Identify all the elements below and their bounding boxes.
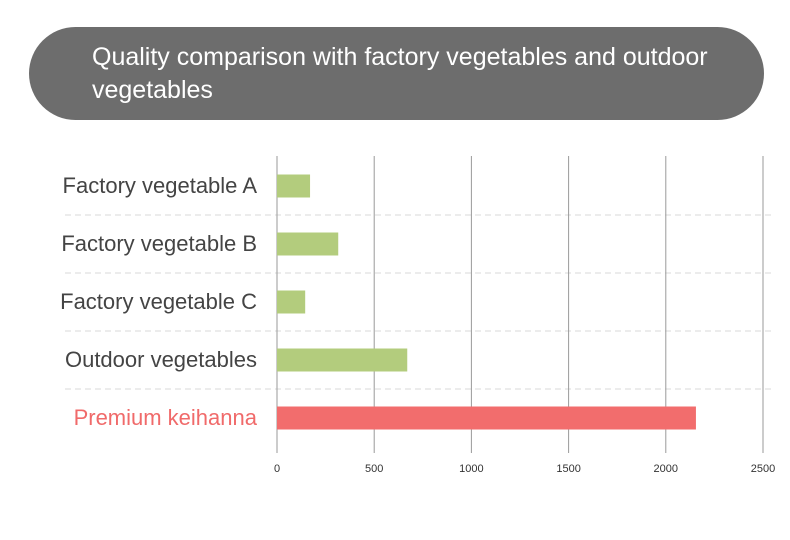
category-label: Outdoor vegetables xyxy=(64,347,257,372)
category-label: Factory vegetable B xyxy=(61,231,257,256)
bar xyxy=(277,348,408,372)
x-tick-label: 2500 xyxy=(751,463,775,475)
chart-title-banner: Quality comparison with factory vegetabl… xyxy=(29,27,764,120)
chart-title: Quality comparison with factory vegetabl… xyxy=(92,43,708,104)
bar xyxy=(277,174,311,198)
x-tick-label: 500 xyxy=(365,463,383,475)
x-tick-label: 0 xyxy=(274,463,280,475)
bar xyxy=(277,290,306,314)
x-tick-label: 1000 xyxy=(459,463,483,475)
category-label: Premium keihanna xyxy=(73,405,257,430)
category-label: Factory vegetable A xyxy=(62,173,257,198)
category-label: Factory vegetable C xyxy=(60,289,257,314)
x-tick-label: 2000 xyxy=(654,463,678,475)
bar xyxy=(277,406,696,430)
x-tick-label: 1500 xyxy=(556,463,580,475)
bar xyxy=(277,232,339,256)
